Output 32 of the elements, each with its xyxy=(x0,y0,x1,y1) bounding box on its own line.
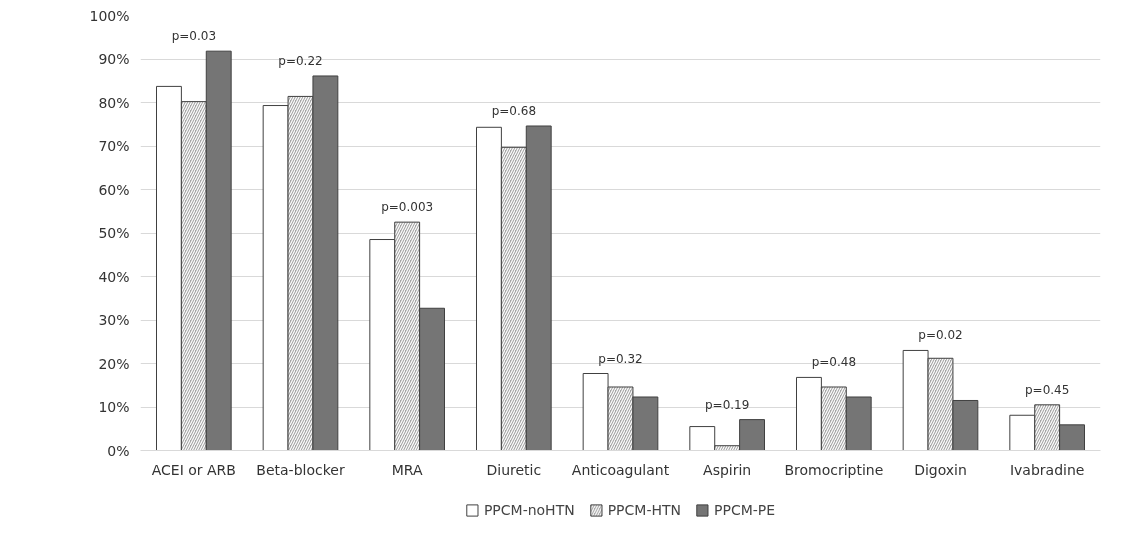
y-tick-label: 60% xyxy=(98,181,130,198)
y-tick-label: 50% xyxy=(98,225,130,241)
legend-label: PPCM-PE xyxy=(714,502,776,518)
y-tick-label: 80% xyxy=(98,94,130,111)
y-tick-label: 100% xyxy=(89,7,130,24)
x-tick-label: Ivabradine xyxy=(1009,461,1085,478)
annotation: p=0.22 xyxy=(278,53,323,68)
x-tick-label: Aspirin xyxy=(703,461,752,478)
legend-label: PPCM-noHTN xyxy=(483,502,575,518)
y-tick-label: 30% xyxy=(98,312,130,328)
legend-label: PPCM-HTN xyxy=(607,502,682,518)
x-tick-label: Diuretic xyxy=(486,461,542,478)
y-tick-label: 90% xyxy=(98,51,130,67)
x-tick-label: Beta-blocker xyxy=(256,461,345,478)
annotation: p=0.19 xyxy=(704,397,750,412)
x-tick-label: Anticoagulant xyxy=(571,461,670,478)
y-tick-label: 0% xyxy=(107,442,130,459)
annotation: p=0.02 xyxy=(918,328,963,343)
x-tick-label: MRA xyxy=(391,461,423,478)
annotation: p=0.68 xyxy=(491,103,537,118)
annotation: p=0.003 xyxy=(381,200,434,215)
x-tick-label: Bromocriptine xyxy=(784,461,884,478)
annotation: p=0.32 xyxy=(598,351,643,366)
x-tick-label: Digoxin xyxy=(914,461,967,478)
annotation: p=0.03 xyxy=(171,29,217,44)
y-tick-label: 10% xyxy=(98,399,130,415)
y-tick-label: 20% xyxy=(98,355,130,372)
annotation: p=0.45 xyxy=(1024,382,1070,397)
y-tick-label: 40% xyxy=(98,268,130,285)
x-tick-label: ACEI or ARB xyxy=(151,461,236,478)
y-tick-label: 70% xyxy=(98,138,130,154)
annotation: p=0.48 xyxy=(811,355,857,370)
